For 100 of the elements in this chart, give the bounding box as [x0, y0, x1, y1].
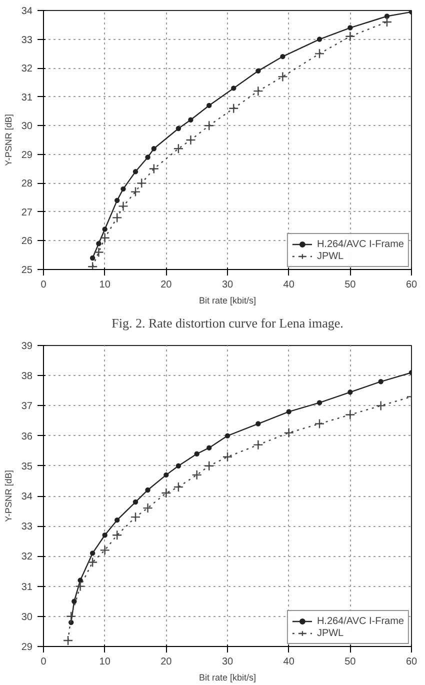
point — [176, 463, 182, 468]
x-tick-label: 50 — [344, 280, 356, 290]
point — [348, 390, 353, 395]
point — [204, 460, 214, 471]
point — [114, 198, 120, 204]
point — [148, 164, 159, 174]
point — [222, 452, 233, 462]
point — [62, 635, 74, 646]
point — [142, 502, 153, 514]
y-tick-label: 36 — [21, 431, 33, 442]
y-tick-label: 30 — [21, 121, 33, 132]
point — [102, 532, 108, 538]
point — [120, 186, 126, 192]
x-tick-label: 30 — [222, 280, 234, 290]
y-tick-label: 33 — [21, 522, 33, 533]
point — [100, 232, 110, 243]
point — [132, 499, 138, 505]
y-tick-label: 38 — [21, 371, 33, 382]
point — [114, 517, 120, 523]
x-axis-title: Bit rate [kbit/s] — [198, 672, 256, 682]
point — [348, 25, 353, 30]
caption: Fig. 2. Rate distortion curve for Lena image. — [112, 316, 344, 330]
point — [118, 201, 128, 212]
y-tick-label: 39 — [21, 341, 33, 352]
y-tick-label: 27 — [21, 207, 33, 218]
point — [94, 247, 104, 258]
x-axis-title: Bit rate [kbit/s] — [198, 296, 256, 306]
point — [112, 212, 122, 223]
point — [176, 126, 182, 132]
point — [194, 451, 200, 456]
y-axis-title: Y-PSNR [dB] — [3, 114, 14, 166]
point — [161, 488, 172, 498]
point — [384, 14, 390, 19]
x-tick-label: 0 — [40, 280, 47, 290]
legend-label: H.264/AVC I-Frame — [316, 615, 404, 627]
x-tick-label: 10 — [99, 280, 111, 290]
point — [66, 611, 76, 622]
x-tick-label: 20 — [160, 280, 172, 290]
y-tick-label: 31 — [21, 92, 33, 104]
point — [256, 421, 261, 426]
point — [130, 512, 141, 522]
point — [87, 262, 98, 270]
y-tick-label: 37 — [21, 401, 33, 412]
y-tick-label: 29 — [21, 150, 33, 161]
y-tick-label: 25 — [21, 265, 33, 276]
y-tick-label: 32 — [21, 64, 33, 75]
point — [173, 144, 184, 154]
point — [206, 445, 212, 450]
point — [151, 146, 156, 152]
point — [192, 470, 202, 480]
point — [87, 557, 98, 568]
x-tick-label: 0 — [40, 656, 47, 668]
x-tick-label: 10 — [99, 656, 111, 668]
point — [378, 379, 384, 384]
point — [345, 31, 356, 42]
y-tick-label: 28 — [21, 178, 33, 190]
point — [316, 36, 322, 42]
point — [100, 545, 110, 556]
point — [382, 16, 392, 28]
point — [253, 86, 264, 96]
legend-label: H.264/AVC I-Frame — [316, 238, 404, 250]
y-tick-label: 29 — [21, 642, 33, 653]
point — [75, 581, 86, 592]
point — [206, 102, 212, 108]
point — [345, 410, 356, 420]
x-tick-label: 60 — [406, 280, 418, 290]
point — [90, 255, 96, 261]
legend-label: JPWL — [316, 250, 344, 262]
point — [316, 400, 322, 406]
point — [72, 598, 77, 604]
point — [280, 54, 286, 60]
point — [145, 487, 150, 493]
y-tick-label: 33 — [21, 34, 33, 46]
y-tick-label: 35 — [21, 461, 33, 472]
point — [96, 241, 102, 246]
point — [256, 68, 261, 74]
point — [231, 86, 236, 91]
point — [286, 409, 292, 414]
y-axis-title: Y-PSNR [dB] — [3, 470, 14, 522]
point — [186, 134, 196, 146]
point — [132, 169, 138, 174]
y-tick-label: 34 — [21, 492, 33, 502]
x-tick-label: 40 — [283, 280, 295, 290]
x-tick-label: 20 — [160, 656, 172, 668]
point — [173, 482, 184, 492]
point — [102, 226, 108, 232]
point — [112, 530, 122, 540]
point — [228, 103, 239, 114]
legend-label: JPWL — [316, 627, 344, 639]
point — [164, 472, 169, 478]
point — [278, 72, 288, 82]
x-tick-label: 30 — [222, 656, 234, 668]
y-tick-label: 26 — [21, 236, 33, 248]
point — [136, 178, 147, 188]
point — [253, 440, 264, 450]
point — [90, 550, 96, 556]
point — [314, 48, 325, 59]
y-tick-label: 34 — [21, 6, 33, 17]
point — [314, 418, 325, 429]
point — [376, 400, 386, 411]
